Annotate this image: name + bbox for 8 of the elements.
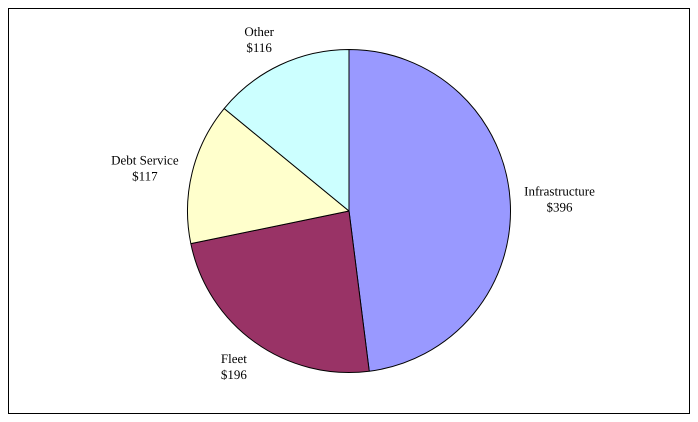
data-label: $196 [220, 367, 248, 382]
slice-label: Infrastructure [524, 183, 596, 198]
slice-label: Debt Service [111, 152, 179, 168]
data-label: $116 [246, 40, 272, 55]
data-label: $396 [546, 199, 574, 214]
data-label: $117 [132, 168, 158, 184]
slice-label: Other [244, 24, 275, 39]
slice-label: Fleet [220, 351, 248, 366]
